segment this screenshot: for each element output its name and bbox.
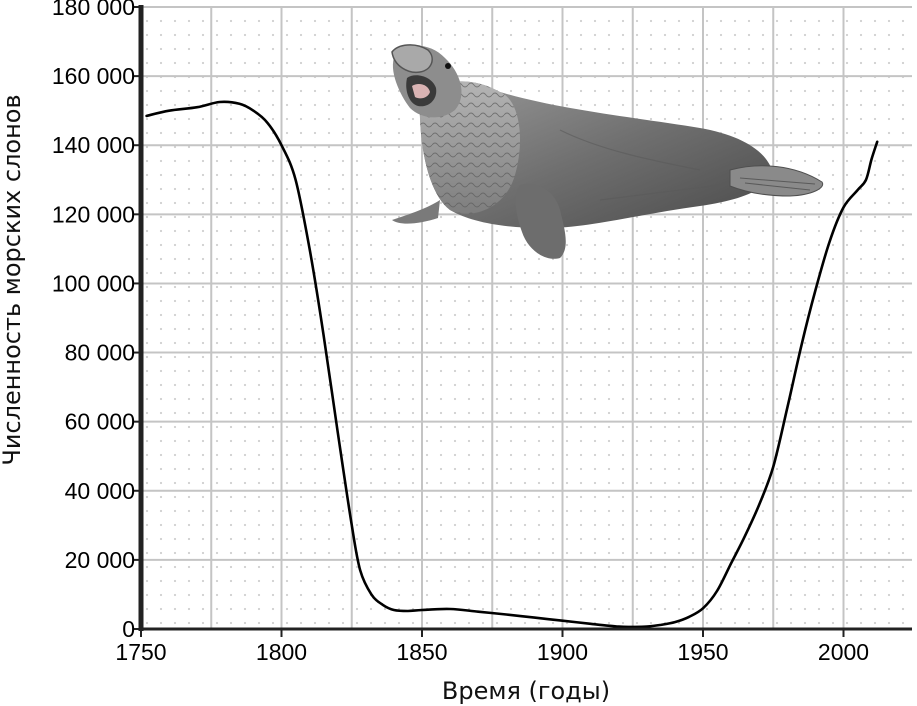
- vertical-gridlines: [210, 7, 845, 629]
- y-tick-label: 0: [122, 616, 135, 642]
- y-tick-label: 60 000: [65, 409, 135, 435]
- x-tick-label: 1950: [677, 639, 728, 665]
- y-tick-label: 160 000: [52, 63, 135, 89]
- x-axis-title: Время (годы): [442, 677, 610, 705]
- x-tick-label: 1900: [537, 639, 588, 665]
- horizontal-gridlines: [141, 6, 912, 561]
- x-axis-ticks: 1750 1800 1850 1900 1950 2000: [115, 629, 869, 665]
- x-tick-label: 1750: [115, 639, 166, 665]
- y-axis-title: Численность морских слонов: [0, 94, 26, 465]
- y-tick-label: 80 000: [65, 340, 135, 366]
- y-tick-label: 20 000: [65, 547, 135, 573]
- y-tick-label: 120 000: [52, 201, 135, 227]
- elephant-seal-illustration: [391, 44, 824, 259]
- population-series-line: [145, 100, 879, 629]
- y-tick-label: 40 000: [65, 478, 135, 504]
- y-tick-label: 140 000: [52, 132, 135, 158]
- x-tick-label: 1850: [396, 639, 447, 665]
- x-tick-label: 2000: [818, 639, 869, 665]
- x-tick-label: 1800: [256, 639, 307, 665]
- y-tick-label: 100 000: [52, 270, 135, 296]
- y-tick-label: 180 000: [52, 0, 135, 20]
- y-axis-ticks: 0 20 000 40 000 60 000 80 000 100 000 120 000 1…: [52, 0, 141, 642]
